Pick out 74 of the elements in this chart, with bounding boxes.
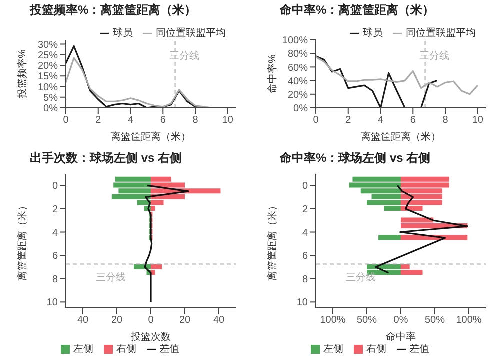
y-tick-label: 20% (288, 90, 308, 101)
chart-title: 命中率%：球场左侧 vs 右侧 (279, 150, 432, 167)
x-tick-label: 100% (320, 315, 346, 326)
y-tick-label: 80% (288, 49, 308, 60)
x-tick-label: 50% (356, 315, 378, 326)
legend-label: 右侧 (366, 344, 386, 355)
legend-label: 球员 (363, 28, 383, 39)
x-tick-label: 0% (394, 315, 408, 326)
y-tick-label: 100% (282, 36, 308, 47)
x-tick-label: 10 (472, 115, 484, 126)
chart-title: 命中率%：离篮筐距离（米） (279, 2, 436, 19)
x-axis-title: 投篮次数 (130, 331, 171, 343)
legend-label: 左侧 (74, 344, 94, 355)
y-tick-label: 10 (296, 298, 308, 309)
x-tick-label: 20 (111, 315, 123, 326)
x-tick-label: 0 (148, 315, 154, 326)
x-axis-title: 离篮筐距离（米） (361, 131, 441, 143)
y-tick-label: 0 (52, 181, 58, 192)
y-tick-label: 15% (38, 72, 58, 83)
y-tick-label: 30% (38, 40, 58, 51)
y-tick-label: 6 (302, 251, 308, 262)
x-tick-label: 40 (77, 315, 89, 326)
y-tick-label: 4 (52, 228, 58, 239)
y-tick-label: 2 (302, 204, 308, 216)
y-axis-title: 离篮筐距离（米） (16, 201, 29, 281)
y-tick-label: 0% (294, 104, 308, 115)
y-axis-title: 命中率% (266, 54, 279, 94)
chart-title: 出手次数：球场左侧 vs 右侧 (29, 150, 184, 167)
x-tick-label: 0 (313, 115, 320, 126)
y-tick-label: 6 (52, 251, 58, 262)
x-tick-label: 8 (442, 115, 449, 126)
x-tick-label: 20 (179, 315, 191, 326)
ref-line-label: 三分线 (346, 271, 376, 284)
chart-title: 投篮频率%：离篮筐距离（米） (28, 2, 198, 19)
x-tick-label: 8 (192, 115, 199, 126)
x-tick-label: 10 (222, 115, 234, 126)
legend-label: 同位置联盟平均 (156, 28, 226, 39)
legend-label: 右侧 (116, 344, 136, 355)
y-tick-label: 2 (52, 204, 58, 216)
y-tick-label: 8 (52, 274, 58, 286)
legend-label: 球员 (113, 28, 133, 39)
y-tick-label: 60% (288, 62, 308, 74)
x-axis-title: 离篮筐距离（米） (111, 131, 191, 143)
legend-label: 同位置联盟平均 (406, 28, 476, 39)
y-tick-label: 4 (302, 228, 308, 239)
x-tick-label: 4 (128, 115, 134, 126)
y-tick-label: 25% (38, 50, 58, 62)
x-tick-label: 40 (213, 315, 225, 326)
y-tick-label: 10 (46, 298, 58, 309)
legend-label: 差值 (410, 344, 430, 355)
y-tick-label: 0 (302, 181, 308, 192)
y-tick-label: 10% (38, 82, 58, 94)
ref-line-label: 三分线 (169, 50, 200, 62)
y-axis-title: 离篮筐距离（米） (266, 201, 279, 281)
ref-line-label: 三分线 (419, 50, 450, 62)
bar (378, 235, 401, 240)
y-tick-label: 8 (302, 274, 308, 286)
x-tick-label: 100% (456, 315, 482, 326)
legend-label: 差值 (160, 344, 180, 355)
x-axis-title: 命中率 (386, 331, 416, 343)
ref-line-label: 三分线 (96, 271, 126, 284)
legend-label: 左侧 (324, 344, 344, 355)
y-tick-label: 20% (38, 61, 58, 72)
y-axis-title: 投篮频率% (16, 49, 29, 100)
x-tick-label: 2 (96, 115, 102, 126)
x-tick-label: 50% (424, 315, 446, 326)
x-tick-label: 2 (346, 115, 352, 126)
x-tick-label: 6 (410, 115, 416, 126)
x-tick-label: 0 (63, 115, 70, 126)
y-tick-label: 40% (288, 76, 308, 88)
y-tick-label: 5% (44, 92, 58, 104)
x-tick-label: 6 (160, 115, 166, 126)
x-tick-label: 4 (378, 115, 384, 126)
y-tick-label: 0% (44, 104, 58, 115)
